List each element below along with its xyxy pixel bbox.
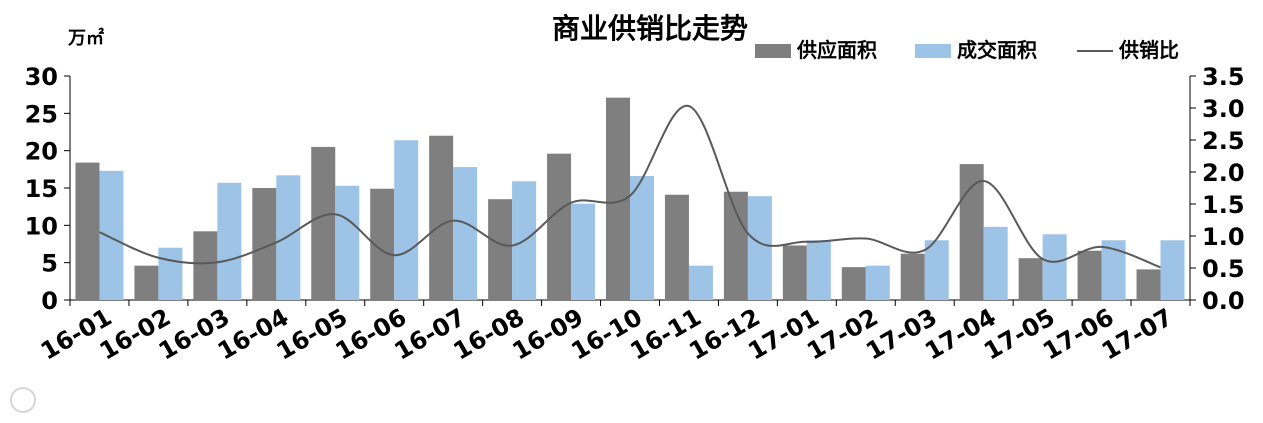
ratio-point — [923, 249, 926, 252]
y-left-tick-label: 0 — [41, 287, 58, 315]
supply-bar — [841, 267, 866, 300]
ratio-point — [864, 237, 867, 240]
supply-bar — [782, 245, 807, 300]
ratio-point — [746, 232, 749, 235]
y-axis-unit-label: 万㎡ — [67, 27, 104, 49]
supply-bar — [1077, 250, 1102, 300]
y-left-tick-label: 15 — [25, 175, 58, 203]
supply-bar — [75, 162, 100, 300]
ratio-point — [1159, 266, 1162, 269]
supply-bar — [134, 265, 159, 300]
deal-bar — [983, 226, 1008, 300]
y-left-tick-label: 10 — [25, 212, 58, 240]
watermark — [10, 387, 42, 413]
legend-swatch-supply — [755, 44, 791, 58]
supply-bar — [1018, 258, 1043, 300]
y-right-tick-label: 3.5 — [1202, 63, 1245, 91]
deal-bar — [394, 140, 419, 300]
supply-bar — [959, 164, 984, 300]
chart-title: 商业供销比走势 — [552, 12, 748, 45]
supply-bar — [900, 253, 925, 300]
ratio-point — [216, 261, 219, 264]
ratio-point — [1041, 258, 1044, 261]
deal-bar — [630, 176, 654, 300]
ratio-point — [393, 254, 396, 257]
supply-bar — [488, 199, 513, 300]
supply-bar — [311, 146, 336, 300]
y-right-tick-label: 2.0 — [1202, 159, 1245, 187]
y-right-tick-label: 2.5 — [1202, 127, 1245, 155]
ratio-point — [570, 201, 573, 204]
deal-bar — [158, 247, 183, 300]
y-right-tick-label: 0.5 — [1202, 255, 1245, 283]
deal-bar — [1160, 240, 1185, 300]
ratio-point — [687, 105, 690, 108]
deal-bar — [1101, 240, 1126, 300]
y-left-tick-label: 25 — [25, 100, 58, 128]
supply-bar — [723, 191, 748, 300]
legend-label-ratio: 供销比 — [1118, 38, 1179, 62]
deal-bar — [453, 167, 478, 300]
ratio-point — [805, 240, 808, 243]
supply-bar — [547, 153, 572, 300]
deal-bar — [1042, 234, 1067, 300]
legend: 供应面积 成交面积 供销比 — [755, 38, 1179, 62]
ratio-point — [982, 179, 985, 182]
y-right-tick-label: 1.5 — [1202, 191, 1245, 219]
supply-bar — [429, 135, 454, 300]
legend-label-deal: 成交面积 — [957, 38, 1037, 62]
axes: 0 5 10 15 20 25 30 0.0 0.5 1.0 1.5 2.0 2.5 3.0 3.5 — [25, 63, 1245, 315]
ratio-point — [629, 194, 632, 197]
deal-bar — [571, 203, 596, 300]
y-left-tick-label: 20 — [25, 138, 58, 166]
bars-group — [75, 97, 1185, 300]
ratio-point — [1100, 245, 1103, 248]
ratio-line — [99, 105, 1161, 269]
supply-bar — [1136, 269, 1161, 300]
watermark-logo-icon — [10, 387, 36, 413]
y-left-tick-label: 5 — [41, 250, 58, 278]
deal-bar — [276, 175, 301, 300]
ratio-point — [157, 256, 160, 259]
x-tick-labels: 16-0116-0216-0316-0416-0516-0616-0716-08… — [36, 303, 1178, 366]
ratio-line-group — [98, 105, 1162, 269]
deal-bar — [688, 265, 713, 300]
legend-swatch-deal — [915, 44, 951, 58]
deal-bar — [99, 170, 124, 300]
legend-label-supply: 供应面积 — [796, 38, 877, 62]
ratio-point — [334, 213, 337, 216]
ratio-point — [511, 244, 514, 247]
ratio-point — [452, 219, 455, 222]
y-left-tick-label: 30 — [25, 63, 58, 91]
ratio-point — [98, 231, 101, 234]
supply-bar — [664, 194, 689, 300]
y-right-tick-label: 3.0 — [1202, 95, 1245, 123]
deal-bar — [924, 240, 949, 300]
y-right-tick-label: 0.0 — [1202, 287, 1245, 315]
deal-bar — [747, 196, 772, 300]
supply-bar — [193, 231, 218, 300]
y-right-tick-label: 1.0 — [1202, 223, 1245, 251]
deal-bar — [335, 185, 360, 300]
deal-bar — [217, 182, 242, 300]
deal-bar — [806, 240, 831, 300]
deal-bar — [865, 265, 890, 300]
ratio-point — [275, 241, 278, 244]
